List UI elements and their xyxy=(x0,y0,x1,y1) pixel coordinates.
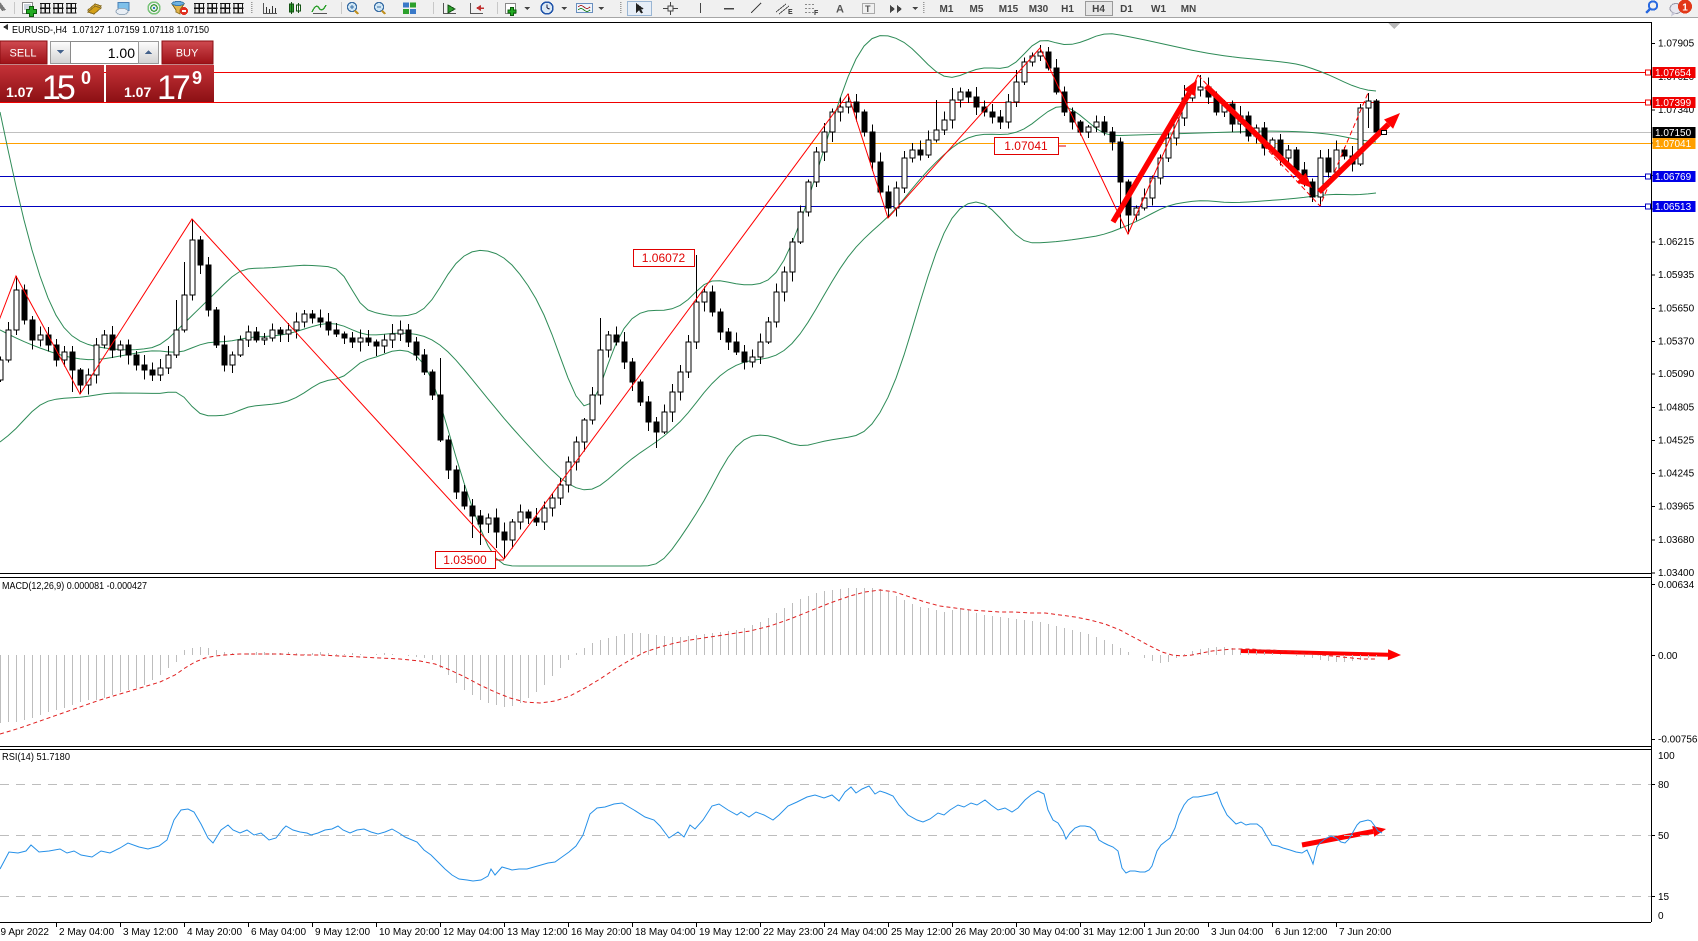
svg-text:80: 80 xyxy=(1658,780,1670,791)
svg-text:F: F xyxy=(814,10,819,17)
svg-text:1.07654: 1.07654 xyxy=(1655,68,1692,79)
svg-text:M1: M1 xyxy=(940,4,954,15)
svg-text:10 May 20:00: 10 May 20:00 xyxy=(379,927,440,938)
svg-text:1.05935: 1.05935 xyxy=(1658,270,1695,281)
svg-text:50: 50 xyxy=(1658,831,1670,842)
svg-text:29 Apr 2022: 29 Apr 2022 xyxy=(0,927,49,938)
svg-text:D1: D1 xyxy=(1120,4,1133,15)
svg-text:1: 1 xyxy=(1682,3,1688,14)
svg-text:7 Jun 20:00: 7 Jun 20:00 xyxy=(1339,927,1392,938)
svg-text:BUY: BUY xyxy=(176,48,199,60)
svg-text:M30: M30 xyxy=(1029,4,1049,15)
svg-text:6 Jun 12:00: 6 Jun 12:00 xyxy=(1275,927,1328,938)
svg-text:26 May 20:00: 26 May 20:00 xyxy=(955,927,1016,938)
svg-text:1.00: 1.00 xyxy=(108,45,135,61)
svg-text:1.07041: 1.07041 xyxy=(1655,139,1692,150)
svg-text:100: 100 xyxy=(1658,751,1675,762)
svg-text:0.00634: 0.00634 xyxy=(1658,580,1695,591)
svg-text:SELL: SELL xyxy=(10,48,37,60)
svg-text:15: 15 xyxy=(1658,892,1670,903)
svg-text:1.06215: 1.06215 xyxy=(1658,237,1695,248)
svg-text:13 May 12:00: 13 May 12:00 xyxy=(507,927,568,938)
svg-text:MACD(12,26,9) 0.000081 -0.0004: MACD(12,26,9) 0.000081 -0.000427 xyxy=(2,581,147,592)
svg-text:1.07340: 1.07340 xyxy=(1658,105,1695,116)
svg-text:1.03500: 1.03500 xyxy=(443,553,487,567)
svg-text:4 May 20:00: 4 May 20:00 xyxy=(187,927,242,938)
svg-text:1.07399: 1.07399 xyxy=(1655,98,1692,109)
svg-text:19 May 12:00: 19 May 12:00 xyxy=(699,927,760,938)
svg-text:RSI(14) 51.7180: RSI(14) 51.7180 xyxy=(2,752,70,763)
svg-text:17: 17 xyxy=(157,69,190,107)
svg-text:1.07: 1.07 xyxy=(6,84,33,100)
svg-text:1.04245: 1.04245 xyxy=(1658,469,1695,480)
svg-text:MN: MN xyxy=(1181,4,1197,15)
svg-text:22 May 23:00: 22 May 23:00 xyxy=(763,927,824,938)
svg-text:1.03680: 1.03680 xyxy=(1658,535,1695,546)
svg-text:3 Jun 04:00: 3 Jun 04:00 xyxy=(1211,927,1264,938)
svg-text:M15: M15 xyxy=(999,4,1019,15)
svg-text:31 May 12:00: 31 May 12:00 xyxy=(1083,927,1144,938)
svg-text:15: 15 xyxy=(42,69,75,107)
svg-text:9 May 12:00: 9 May 12:00 xyxy=(315,927,370,938)
svg-text:1.03400: 1.03400 xyxy=(1658,568,1695,579)
svg-text:6 May 04:00: 6 May 04:00 xyxy=(251,927,306,938)
svg-text:1 Jun 20:00: 1 Jun 20:00 xyxy=(1147,927,1200,938)
svg-text:0.00: 0.00 xyxy=(1658,651,1678,662)
svg-text:1.05090: 1.05090 xyxy=(1658,369,1695,380)
svg-text:A: A xyxy=(836,4,844,16)
svg-text:M5: M5 xyxy=(970,4,984,15)
svg-text:1.04525: 1.04525 xyxy=(1658,436,1695,447)
svg-text:H1: H1 xyxy=(1061,4,1074,15)
svg-text:1.07: 1.07 xyxy=(124,84,151,100)
svg-text:1.06513: 1.06513 xyxy=(1655,202,1692,213)
svg-text:25 May 12:00: 25 May 12:00 xyxy=(891,927,952,938)
svg-text:24 May 04:00: 24 May 04:00 xyxy=(827,927,888,938)
svg-text:3 May 12:00: 3 May 12:00 xyxy=(123,927,178,938)
svg-text:-0.007563: -0.007563 xyxy=(1658,735,1698,746)
svg-text:12 May 04:00: 12 May 04:00 xyxy=(443,927,504,938)
svg-text:W1: W1 xyxy=(1151,4,1166,15)
svg-text:0: 0 xyxy=(1658,911,1664,922)
svg-text:1.07041: 1.07041 xyxy=(1004,139,1048,153)
svg-text:18 May 04:00: 18 May 04:00 xyxy=(635,927,696,938)
svg-text:1.06769: 1.06769 xyxy=(1655,172,1692,183)
svg-text:2 May 04:00: 2 May 04:00 xyxy=(59,927,114,938)
svg-text:1.05650: 1.05650 xyxy=(1658,303,1695,314)
svg-text:30 May 04:00: 30 May 04:00 xyxy=(1019,927,1080,938)
svg-text:16 May 20:00: 16 May 20:00 xyxy=(571,927,632,938)
svg-text:H4: H4 xyxy=(1092,4,1105,15)
svg-text:1.07905: 1.07905 xyxy=(1658,39,1695,50)
svg-text:1.03965: 1.03965 xyxy=(1658,501,1695,512)
svg-text:1.04805: 1.04805 xyxy=(1658,403,1695,414)
svg-text:EURUSD-,H4 1.07127 1.07159 1.: EURUSD-,H4 1.07127 1.07159 1.07118 1.071… xyxy=(12,25,209,36)
svg-text:0: 0 xyxy=(81,68,91,88)
svg-text:1.06072: 1.06072 xyxy=(642,251,686,265)
svg-text:1.05370: 1.05370 xyxy=(1658,336,1695,347)
svg-text:1.07150: 1.07150 xyxy=(1655,128,1692,139)
svg-text:T: T xyxy=(865,4,871,14)
svg-text:E: E xyxy=(788,9,793,16)
svg-text:9: 9 xyxy=(192,68,202,88)
